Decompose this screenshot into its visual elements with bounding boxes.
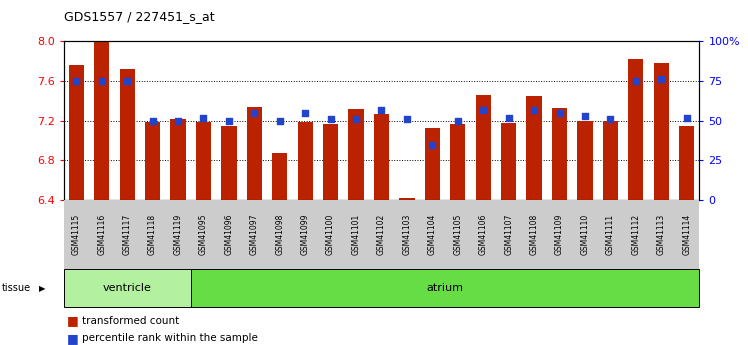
Text: GSM41117: GSM41117 bbox=[123, 214, 132, 255]
Point bbox=[426, 142, 438, 147]
Bar bbox=[221, 126, 236, 200]
Text: GSM41105: GSM41105 bbox=[453, 214, 462, 255]
Bar bbox=[399, 198, 414, 200]
Text: GSM41113: GSM41113 bbox=[657, 214, 666, 255]
Bar bbox=[323, 124, 338, 200]
Text: ■: ■ bbox=[67, 314, 79, 327]
Point bbox=[350, 116, 362, 122]
Text: GSM41116: GSM41116 bbox=[97, 214, 106, 255]
Point bbox=[299, 110, 311, 116]
Text: GSM41104: GSM41104 bbox=[428, 214, 437, 255]
Bar bbox=[450, 124, 465, 200]
Bar bbox=[425, 128, 440, 200]
Text: GSM41100: GSM41100 bbox=[326, 214, 335, 255]
Text: GSM41098: GSM41098 bbox=[275, 214, 284, 255]
Bar bbox=[196, 122, 211, 200]
Bar bbox=[603, 121, 618, 200]
Text: GSM41102: GSM41102 bbox=[377, 214, 386, 255]
Text: GSM41112: GSM41112 bbox=[631, 214, 640, 255]
Bar bbox=[298, 122, 313, 200]
Bar bbox=[577, 121, 592, 200]
Text: ■: ■ bbox=[67, 332, 79, 345]
Point bbox=[604, 116, 616, 122]
Point bbox=[375, 107, 387, 112]
Bar bbox=[527, 96, 542, 200]
Bar bbox=[501, 123, 516, 200]
Text: GSM41099: GSM41099 bbox=[301, 214, 310, 255]
Text: GSM41108: GSM41108 bbox=[530, 214, 539, 255]
Text: GSM41118: GSM41118 bbox=[148, 214, 157, 255]
Point bbox=[503, 115, 515, 120]
Bar bbox=[476, 95, 491, 200]
Point bbox=[554, 110, 565, 116]
Text: GSM41095: GSM41095 bbox=[199, 214, 208, 255]
Text: GSM41101: GSM41101 bbox=[352, 214, 361, 255]
Text: GSM41114: GSM41114 bbox=[682, 214, 691, 255]
Point bbox=[96, 78, 108, 84]
Point bbox=[70, 78, 82, 84]
Bar bbox=[120, 69, 135, 200]
Text: GSM41097: GSM41097 bbox=[250, 214, 259, 255]
Text: transformed count: transformed count bbox=[82, 316, 180, 326]
Point bbox=[147, 118, 159, 124]
Bar bbox=[247, 107, 262, 200]
Bar bbox=[654, 63, 669, 200]
Point bbox=[655, 77, 667, 82]
Point bbox=[197, 115, 209, 120]
Text: percentile rank within the sample: percentile rank within the sample bbox=[82, 333, 258, 343]
Point bbox=[477, 107, 489, 112]
Text: ▶: ▶ bbox=[39, 284, 46, 293]
Bar bbox=[69, 65, 84, 200]
Text: GDS1557 / 227451_s_at: GDS1557 / 227451_s_at bbox=[64, 10, 214, 23]
Text: GSM41096: GSM41096 bbox=[224, 214, 233, 255]
Point bbox=[248, 110, 260, 116]
Bar bbox=[679, 126, 694, 200]
Point bbox=[528, 107, 540, 112]
Bar bbox=[552, 108, 567, 200]
Point bbox=[121, 78, 133, 84]
Text: GSM41119: GSM41119 bbox=[174, 214, 183, 255]
Text: GSM41103: GSM41103 bbox=[402, 214, 411, 255]
Text: GSM41106: GSM41106 bbox=[479, 214, 488, 255]
Text: tissue: tissue bbox=[1, 283, 31, 293]
Bar bbox=[94, 41, 109, 200]
Text: GSM41111: GSM41111 bbox=[606, 214, 615, 255]
Point bbox=[579, 113, 591, 119]
Text: GSM41115: GSM41115 bbox=[72, 214, 81, 255]
Point bbox=[681, 115, 693, 120]
Point bbox=[223, 118, 235, 124]
Bar bbox=[272, 154, 287, 200]
Text: ventricle: ventricle bbox=[102, 283, 152, 293]
Text: GSM41110: GSM41110 bbox=[580, 214, 589, 255]
Point bbox=[274, 118, 286, 124]
Bar bbox=[145, 122, 160, 200]
Point bbox=[452, 118, 464, 124]
Text: GSM41107: GSM41107 bbox=[504, 214, 513, 255]
Bar bbox=[171, 119, 186, 200]
Text: atrium: atrium bbox=[426, 283, 464, 293]
Bar bbox=[374, 114, 389, 200]
Bar bbox=[349, 109, 364, 200]
Point bbox=[325, 116, 337, 122]
Bar bbox=[628, 59, 643, 200]
Point bbox=[630, 78, 642, 84]
Point bbox=[401, 116, 413, 122]
Point bbox=[172, 118, 184, 124]
Text: GSM41109: GSM41109 bbox=[555, 214, 564, 255]
